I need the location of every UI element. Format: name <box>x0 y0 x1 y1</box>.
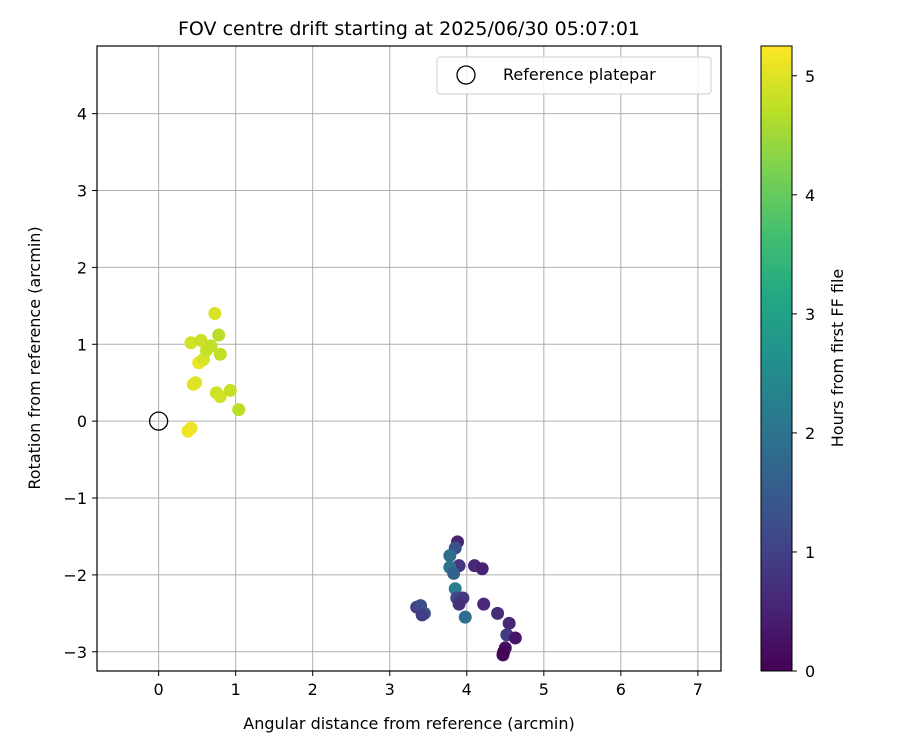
x-tick-label: 6 <box>616 680 626 699</box>
x-tick-label: 7 <box>693 680 703 699</box>
x-tick-label: 4 <box>462 680 472 699</box>
colorbar-tick-label: 0 <box>805 662 815 681</box>
colorbar-tick-label: 1 <box>805 543 815 562</box>
y-tick-label: 1 <box>77 335 87 354</box>
data-point <box>232 403 246 417</box>
y-tick-label: 0 <box>77 412 87 431</box>
grid <box>97 46 721 671</box>
reference-marker-layer <box>148 411 169 431</box>
x-tick-label: 5 <box>539 680 549 699</box>
chart-title: FOV centre drift starting at 2025/06/30 … <box>178 18 640 40</box>
data-point <box>443 549 457 563</box>
y-axis-ticks: −3 −2 −1 0 1 2 3 4 <box>63 105 97 662</box>
y-tick-label: −2 <box>63 566 87 585</box>
data-point <box>184 336 198 350</box>
colorbar-label: Hours from first FF file <box>828 269 847 448</box>
x-axis-label: Angular distance from reference (arcmin) <box>243 714 574 733</box>
data-point <box>213 347 227 361</box>
x-tick-label: 2 <box>308 680 318 699</box>
y-tick-label: 3 <box>77 182 87 201</box>
colorbar-tick-label: 5 <box>805 67 815 86</box>
data-point <box>496 648 510 662</box>
data-point <box>415 608 429 622</box>
data-point <box>502 616 516 630</box>
x-tick-label: 1 <box>231 680 241 699</box>
x-axis-ticks: 0 1 2 3 4 5 6 7 <box>154 671 703 699</box>
colorbar-tick-label: 2 <box>805 424 815 443</box>
data-point <box>447 566 461 580</box>
x-tick-label: 3 <box>385 680 395 699</box>
y-tick-label: −3 <box>63 643 87 662</box>
y-tick-label: −1 <box>63 489 87 508</box>
data-point <box>223 383 237 397</box>
data-point <box>184 421 198 435</box>
data-point <box>475 562 489 576</box>
data-points <box>181 307 522 662</box>
legend-box <box>436 56 712 95</box>
data-point <box>189 376 203 390</box>
data-point <box>208 307 222 321</box>
data-point <box>212 328 226 342</box>
data-point <box>458 610 472 624</box>
colorbar <box>760 45 793 672</box>
colorbar-tick-label: 4 <box>805 186 815 205</box>
y-tick-label: 4 <box>77 105 87 124</box>
legend-reference-marker <box>456 65 476 85</box>
data-point <box>204 339 218 353</box>
data-point <box>491 606 505 620</box>
reference-marker <box>148 411 169 431</box>
legend-entry-reference: Reference platepar <box>503 65 656 84</box>
legend: Reference platepar <box>436 56 712 95</box>
y-tick-label: 2 <box>77 258 87 277</box>
data-point <box>213 390 227 404</box>
y-axis-label: Rotation from reference (arcmin) <box>25 226 44 489</box>
data-point <box>477 597 491 611</box>
data-point <box>194 333 208 347</box>
data-point <box>508 631 522 645</box>
colorbar-ticks: 0 1 2 3 4 5 <box>792 67 815 681</box>
data-point <box>452 597 466 611</box>
colorbar-tick-label: 3 <box>805 305 815 324</box>
plot-area-frame <box>96 45 722 672</box>
x-tick-label: 0 <box>154 680 164 699</box>
